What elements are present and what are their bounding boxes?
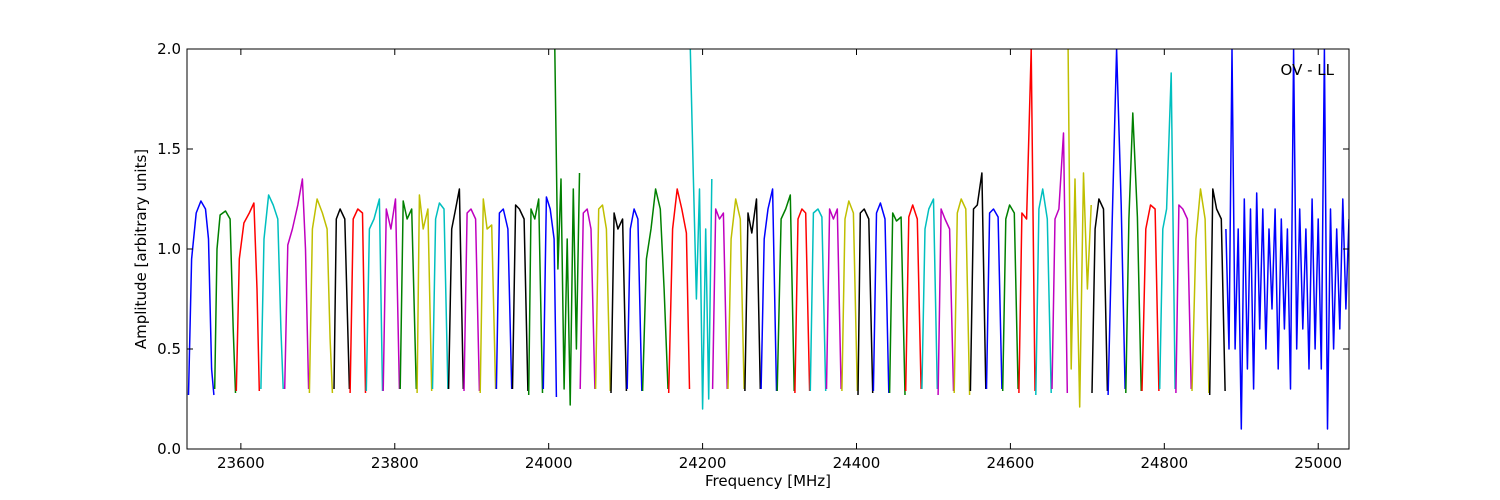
- series-line-38: [857, 208, 874, 396]
- x-tick-label: 24600: [987, 454, 1035, 472]
- series-line-28: [689, 49, 713, 410]
- series-line-40: [888, 212, 906, 396]
- series-line-55: [1141, 204, 1160, 392]
- x-tick-label: 25000: [1294, 454, 1342, 472]
- series-line-9: [365, 198, 384, 392]
- series-line-44: [953, 198, 971, 396]
- x-tick-label: 23600: [217, 454, 265, 472]
- series-line-12: [416, 194, 433, 394]
- series-line-22: [579, 208, 596, 390]
- series-line-49: [1035, 188, 1052, 396]
- series-line-31: [744, 198, 762, 392]
- series-line-21: [554, 49, 581, 406]
- series-line-34: [794, 208, 811, 394]
- series-line-32: [760, 188, 778, 392]
- series-line-14: [447, 188, 465, 390]
- series-line-56: [1158, 72, 1176, 390]
- series-line-37: [841, 200, 859, 392]
- series-line-4: [260, 194, 284, 390]
- series-line-1: [187, 200, 215, 396]
- y-tick-label: 2.0: [157, 40, 181, 58]
- x-axis-label: Frequency [MHz]: [705, 472, 831, 490]
- series-line-60: [1225, 49, 1349, 430]
- series-line-10: [382, 198, 401, 392]
- series-line-42: [921, 198, 939, 390]
- series-line-51: [1067, 49, 1092, 408]
- x-tick-label: 24800: [1140, 454, 1188, 472]
- series-line-23: [594, 204, 611, 392]
- series-line-16: [479, 198, 497, 394]
- x-tick-label: 24000: [525, 454, 573, 472]
- series-line-54: [1125, 112, 1142, 394]
- series-line-2: [213, 210, 237, 394]
- series-line-7: [333, 208, 351, 390]
- series-line-24: [610, 212, 628, 394]
- x-tick-label: 23800: [371, 454, 419, 472]
- series-line-25: [626, 208, 643, 392]
- y-tick-label: 0.0: [157, 440, 181, 458]
- series-line-47: [1001, 204, 1019, 392]
- series-line-46: [985, 208, 1003, 390]
- series-line-15: [463, 208, 481, 392]
- series-line-48: [1018, 49, 1036, 394]
- series-line-27: [667, 188, 691, 394]
- series-line-6: [308, 198, 334, 394]
- annotation-label: OV - LL: [1281, 61, 1335, 79]
- series-line-59: [1208, 188, 1226, 396]
- series-line-41: [904, 204, 922, 392]
- series-line-13: [431, 202, 449, 390]
- series-line-52: [1091, 198, 1109, 394]
- series-line-11: [399, 200, 418, 390]
- series-line-29: [711, 208, 728, 390]
- series-line-39: [872, 202, 890, 394]
- x-tick-label: 24400: [833, 454, 881, 472]
- y-tick-label: 1.5: [157, 140, 181, 158]
- y-tick-label: 1.0: [157, 240, 181, 258]
- series-line-17: [495, 208, 513, 390]
- series-line-36: [825, 208, 842, 390]
- series-layer: [187, 49, 1349, 430]
- series-line-33: [776, 194, 795, 392]
- series-line-58: [1191, 188, 1210, 394]
- series-line-57: [1175, 204, 1192, 394]
- series-line-50: [1051, 132, 1069, 394]
- y-axis-label: Amplitude [arbitrary units]: [132, 149, 150, 349]
- series-line-43: [937, 208, 955, 396]
- series-line-30: [727, 198, 745, 390]
- series-line-19: [527, 198, 544, 396]
- series-line-8: [349, 208, 367, 394]
- series-line-35: [809, 208, 827, 392]
- series-line-18: [511, 204, 529, 392]
- series-line-5: [283, 178, 310, 390]
- y-tick-label: 0.5: [157, 340, 181, 358]
- series-line-26: [641, 188, 669, 392]
- series-line-53: [1107, 49, 1126, 396]
- x-tick-label: 24200: [679, 454, 727, 472]
- series-line-3: [235, 202, 261, 392]
- tick-layer: 23600 23800 24000 24200 24400 24600 24800 25000…: [157, 40, 1349, 472]
- series-line-45: [969, 172, 987, 392]
- series-line-20: [542, 196, 558, 398]
